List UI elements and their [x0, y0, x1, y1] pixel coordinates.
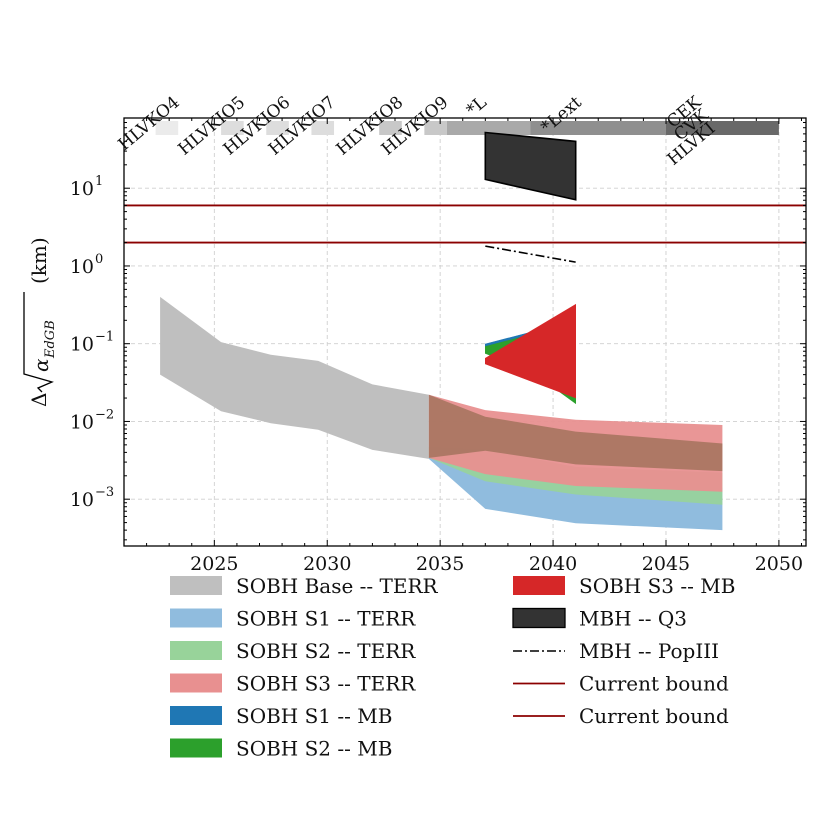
data-bands: [160, 131, 723, 531]
legend-label: SOBH S1 -- TERR: [236, 607, 416, 631]
legend-swatch: [170, 738, 222, 758]
y-tick-exponent: −1: [95, 330, 114, 345]
timeline-segment: [311, 121, 335, 135]
y-axis-label-prefix: Δ: [27, 393, 51, 407]
sqrt-sign: [23, 292, 54, 393]
timeline-segment: [266, 121, 289, 135]
data-lines: [124, 204, 806, 263]
timeline-segment: [424, 121, 447, 135]
y-tick-label: 10: [70, 334, 94, 356]
timeline-label: *L: [463, 93, 491, 121]
x-tick-label: 2030: [303, 553, 351, 575]
legend-swatch: [170, 576, 222, 595]
timeline-segment: [530, 121, 666, 135]
y-tick-label: 10: [70, 178, 94, 200]
legend-swatch: [170, 706, 222, 725]
legend: SOBH Base -- TERR SOBH S1 -- TERR SOBH S2 …: [170, 574, 735, 761]
x-tick-label: 2035: [416, 553, 464, 575]
legend-swatch: [512, 607, 566, 629]
y-tick-label: 10: [70, 411, 94, 433]
y-axis-label-symbol: α: [29, 358, 53, 372]
y-axis-label-unit: (km): [27, 237, 51, 284]
y-tick-label: 10: [70, 489, 94, 511]
legend-label: SOBH S2 -- TERR: [236, 639, 416, 663]
timeline-segment: [446, 121, 531, 135]
y-tick-exponent: 1: [95, 174, 103, 189]
timeline-segment: [665, 121, 779, 135]
y-axis-label-subscript: EdGB: [43, 320, 58, 359]
band-sobh-base-s3-overlap: [428, 394, 723, 472]
timeline-segment: [379, 121, 402, 135]
x-tick-label: 2045: [642, 553, 690, 575]
x-tick-label: 2025: [190, 553, 238, 575]
x-tick-label: 2040: [529, 553, 577, 575]
legend-label: SOBH Base -- TERR: [236, 574, 439, 598]
legend-label: SOBH S2 -- MB: [236, 737, 392, 761]
legend-label: Current bound: [579, 704, 729, 728]
legend-label: SOBH S3 -- TERR: [236, 672, 416, 696]
x-tick-label: 2050: [755, 553, 803, 575]
legend-swatch: [170, 673, 222, 693]
band-sobh-s3-mb: [485, 303, 576, 399]
plot-frame: [123, 117, 807, 547]
band-mbh-q3: [484, 131, 577, 201]
legend-label: Current bound: [579, 672, 729, 696]
band-sobh-base-terr: [160, 296, 429, 459]
y-tick-exponent: 0: [95, 252, 103, 267]
legend-label: MBH -- Q3: [579, 607, 687, 631]
timeline-segment: [155, 121, 179, 135]
y-tick-exponent: −3: [95, 485, 114, 500]
timeline-segment: [221, 121, 244, 135]
legend-label: SOBH S1 -- MB: [236, 704, 392, 728]
legend-swatch: [170, 608, 222, 628]
line-mbh-popiii: [485, 245, 576, 263]
legend-swatch: [513, 576, 565, 595]
y-tick-label: 10: [70, 256, 94, 278]
detector-timeline: [155, 121, 779, 135]
legend-label: MBH -- PopIII: [579, 639, 719, 663]
legend-swatch: [170, 641, 222, 660]
y-tick-exponent: −2: [95, 407, 114, 422]
legend-label: SOBH S3 -- MB: [579, 574, 735, 598]
